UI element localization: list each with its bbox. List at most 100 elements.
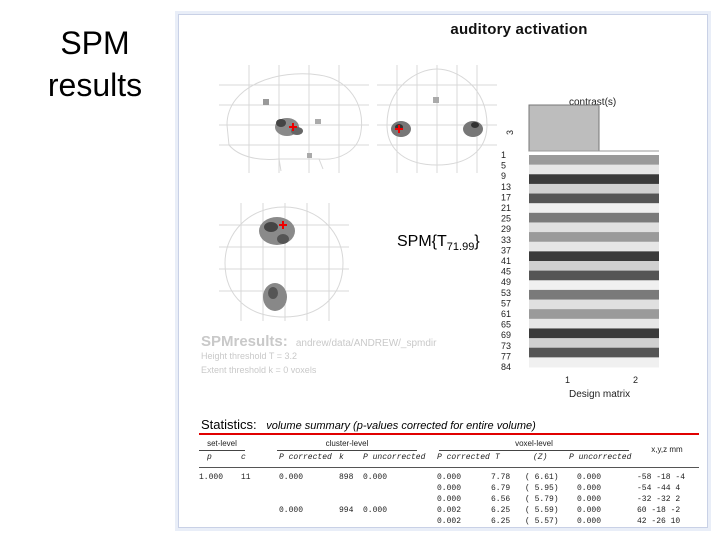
extent-threshold: Extent threshold k = 0 voxels <box>201 365 317 375</box>
design-row-label: 77 <box>501 351 511 361</box>
col-cluster-puncorr: P uncorrected <box>363 453 426 462</box>
design-row-label: 29 <box>501 224 511 234</box>
cell-voxel-z: ( 5.95) <box>525 484 559 493</box>
col-voxel-puncorr: P uncorrected <box>569 453 632 462</box>
cell-voxel-t: 6.25 <box>491 506 511 515</box>
design-row-label: 1 <box>501 150 506 160</box>
design-matrix-row <box>529 193 659 204</box>
contrast-index: 3 <box>505 130 515 135</box>
cursor-marker-sagittal <box>289 123 297 131</box>
cell-voxel-puncorr: 0.000 <box>577 506 602 515</box>
col-set-c: c <box>241 453 246 462</box>
design-matrix-row <box>529 164 659 175</box>
cell-voxel-puncorr: 0.000 <box>577 484 602 493</box>
design-matrix-row <box>529 357 659 368</box>
design-row-label: 69 <box>501 330 511 340</box>
cell-cluster-puncorr: 0.000 <box>363 473 388 482</box>
spm-statistic-label: SPM{T71.99} <box>397 233 480 253</box>
col-voxel-t: T <box>495 453 500 462</box>
design-matrix-row <box>529 270 659 281</box>
design-matrix-row <box>529 299 659 310</box>
cell-voxel-pcorr: 0.000 <box>437 484 462 493</box>
slide-title-line2: results <box>47 67 143 103</box>
design-row-label: 37 <box>501 245 511 255</box>
design-col-label-1: 1 <box>565 375 570 385</box>
cell-cluster-pcorr: 0.000 <box>279 506 304 515</box>
glass-brain-coronal <box>377 65 497 173</box>
cell-voxel-pcorr: 0.002 <box>437 506 462 515</box>
design-matrix-row <box>529 222 659 233</box>
design-row-label: 25 <box>501 214 511 224</box>
cell-voxel-z: ( 6.61) <box>525 473 559 482</box>
cell-voxel-t: 7.78 <box>491 473 511 482</box>
group-cluster-level: cluster-level <box>325 439 369 448</box>
col-cluster-pcorr: P corrected <box>279 453 332 462</box>
design-matrix-row <box>529 338 659 349</box>
cell-coords: 42 -26 10 <box>637 517 681 526</box>
col-cluster-k: k <box>339 453 344 462</box>
col-set-p: p <box>207 453 212 462</box>
design-row-label: 57 <box>501 298 511 308</box>
design-col-label-2: 2 <box>633 375 638 385</box>
cell-cluster-puncorr: 0.000 <box>363 506 388 515</box>
cell-coords: -32 -32 2 <box>637 495 681 504</box>
design-matrix-row <box>529 318 659 329</box>
design-row-label: 41 <box>501 256 511 266</box>
design-row-label: 65 <box>501 320 511 330</box>
figure-title: auditory activation <box>450 21 588 38</box>
design-matrix-row <box>529 174 659 185</box>
design-matrix: contrast(s) 3 15913172125293337414549535… <box>501 97 659 400</box>
design-row-label: 13 <box>501 182 511 192</box>
cell-voxel-t: 6.56 <box>491 495 511 504</box>
design-matrix-row <box>529 309 659 320</box>
design-matrix-row <box>529 280 659 291</box>
cell-coords: -58 -18 -4 <box>637 473 686 482</box>
cell-cluster-k: 898 <box>339 473 354 482</box>
design-matrix-row <box>529 241 659 252</box>
design-row-label: 33 <box>501 235 511 245</box>
col-voxel-pcorr: P corrected <box>437 453 490 462</box>
height-threshold: Height threshold T = 3.2 <box>201 351 297 361</box>
statistics-divider <box>199 433 699 435</box>
design-matrix-row <box>529 203 659 214</box>
contrast-label: contrast(s) <box>569 97 616 108</box>
group-coords: x,y,z mm <box>651 445 683 454</box>
design-row-label: 73 <box>501 341 511 351</box>
design-row-label: 84 <box>501 362 511 372</box>
cell-voxel-puncorr: 0.000 <box>577 495 602 504</box>
design-row-label: 17 <box>501 192 511 202</box>
cell-voxel-pcorr: 0.000 <box>437 495 462 504</box>
cell-coords: 60 -18 -2 <box>637 506 681 515</box>
spm-stat-prefix: SPM{T <box>397 233 447 250</box>
cell-set-p: 1.000 <box>199 473 224 482</box>
results-title: SPMresults: <box>201 333 288 350</box>
design-matrix-xlabel: Design matrix <box>569 389 630 400</box>
design-row-label: 9 <box>501 171 506 181</box>
design-row-label: 45 <box>501 267 511 277</box>
cell-voxel-pcorr: 0.002 <box>437 517 462 526</box>
cell-voxel-puncorr: 0.000 <box>577 517 602 526</box>
group-voxel-level: voxel-level <box>515 439 553 448</box>
cell-set-c: 11 <box>241 473 251 482</box>
col-voxel-z: (Z) <box>533 453 548 462</box>
design-matrix-row <box>529 347 659 358</box>
cell-voxel-z: ( 5.59) <box>525 506 559 515</box>
cell-cluster-pcorr: 0.000 <box>279 473 304 482</box>
cursor-marker-coronal <box>395 125 403 133</box>
statistics-subtitle: volume summary (p-values corrected for e… <box>266 420 536 432</box>
table-row: 0.002 6.25 ( 5.57) 0.000 42 -26 10 <box>199 517 699 527</box>
glass-brain-axial <box>219 203 349 321</box>
cell-voxel-z: ( 5.57) <box>525 517 559 526</box>
glass-brain-sagittal <box>219 65 369 173</box>
cell-voxel-pcorr: 0.000 <box>437 473 462 482</box>
slide-title: SPM results <box>30 22 160 106</box>
results-path: andrew/data/ANDREW/_spmdir <box>295 338 437 349</box>
design-matrix-row <box>529 232 659 243</box>
spm-results-heading: SPMresults: andrew/data/ANDREW/_spmdir <box>201 333 436 350</box>
cell-voxel-t: 6.25 <box>491 517 511 526</box>
design-matrix-row <box>529 155 659 166</box>
spm-stat-df: 71.99 <box>446 241 475 254</box>
design-matrix-row <box>529 212 659 223</box>
design-matrix-row <box>529 289 659 301</box>
